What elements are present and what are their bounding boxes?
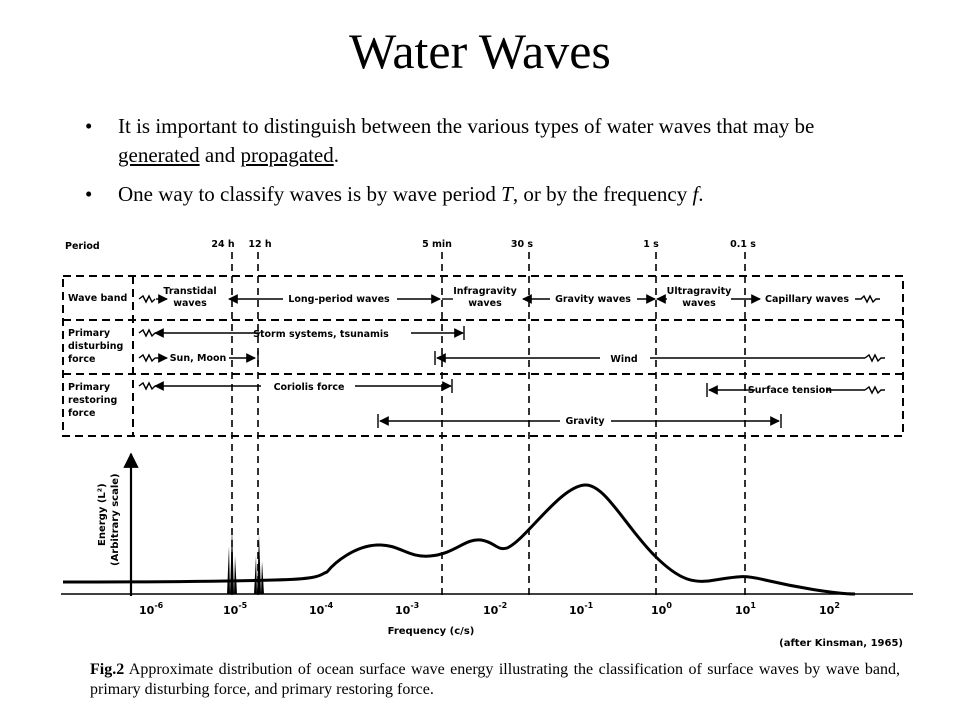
row-label-restoring: Primary [68, 382, 111, 393]
underlined-word: generated [118, 143, 200, 167]
band-label-ultragravity: waves [682, 298, 716, 309]
underlined-word: propagated [240, 143, 334, 167]
force-label-surface-tension: Surface tension [748, 385, 832, 396]
period-tick-label: 0.1 s [730, 239, 756, 250]
row-label-restoring: force [68, 408, 95, 419]
tidal-spikes [227, 528, 264, 594]
italic-symbol: f [692, 182, 699, 206]
bullet-item: • It is important to distinguish between … [85, 112, 885, 170]
x-tick-label: 100 [651, 601, 672, 617]
bullet-text: . [698, 182, 704, 206]
classification-table-frame [62, 275, 904, 437]
x-tick-label: 10-4 [309, 601, 334, 617]
x-tick-label: 10-5 [223, 601, 248, 617]
caption-text: Approximate distribution of ocean surfac… [90, 661, 900, 698]
figure-svg: Period 24 h 12 h 5 min 30 s 1 s 0.1 s [61, 239, 913, 649]
bullet-text: One way to classify waves is by wave per… [118, 182, 502, 206]
bullet-text: and [199, 143, 241, 167]
x-tick-label: 101 [735, 601, 756, 617]
y-axis-label: (Arbitrary scale) [110, 473, 121, 566]
row-label-disturbing: Primary [68, 328, 111, 339]
restoring-force-arrows [138, 379, 885, 428]
x-axis-label: Frequency (c/s) [388, 626, 475, 637]
band-label-infragravity: Infragravity [453, 286, 517, 297]
bullet-item: • One way to classify waves is by wave pe… [85, 180, 885, 209]
band-arrows [138, 294, 880, 304]
bullet-symbol: • [85, 182, 93, 206]
band-label-capillary: Capillary waves [765, 294, 849, 305]
figure-caption: Fig.2 Approximate distribution of ocean … [90, 660, 900, 700]
row-label-wave-band: Wave band [68, 293, 127, 304]
disturbing-force-arrows [138, 326, 885, 365]
figure-credit: (after Kinsman, 1965) [779, 638, 903, 649]
wave-classification-figure: Period 24 h 12 h 5 min 30 s 1 s 0.1 s [55, 226, 915, 656]
x-tick-label: 10-6 [139, 601, 164, 617]
row-label-disturbing: force [68, 354, 95, 365]
band-label-gravity: Gravity waves [555, 294, 631, 305]
x-tick-labels: 10-6 10-5 10-4 10-3 10-2 10-1 100 101 10… [139, 601, 840, 617]
row-label-restoring: restoring [68, 395, 117, 406]
force-label-sun-moon: Sun, Moon [170, 353, 227, 364]
period-guide-lines [231, 252, 746, 596]
force-label-wind: Wind [610, 354, 637, 365]
energy-spectrum-curve [62, 483, 856, 596]
y-axis-label: Energy (L²) [97, 483, 108, 546]
bullet-symbol: • [85, 114, 93, 138]
band-label-long-period: Long-period waves [288, 294, 390, 305]
slide-title: Water Waves [349, 23, 611, 79]
band-label-transtidal: Transtidal [163, 286, 216, 297]
band-label-ultragravity: Ultragravity [667, 286, 732, 297]
bullet-text: , or by the frequency [512, 182, 693, 206]
period-tick-label: 24 h [211, 239, 235, 250]
bullet-text: . [333, 143, 339, 167]
bullet-list: • It is important to distinguish between … [85, 112, 885, 219]
force-label-gravity: Gravity [565, 416, 605, 427]
x-tick-label: 10-1 [569, 601, 594, 617]
period-tick-label: 30 s [511, 239, 534, 250]
bullet-text: It is important to distinguish between t… [118, 114, 815, 138]
band-label-transtidal: waves [173, 298, 207, 309]
force-label-coriolis: Coriolis force [274, 382, 345, 393]
row-label-disturbing: disturbing [68, 341, 123, 352]
period-tick-label: 12 h [248, 239, 272, 250]
caption-label: Fig.2 [90, 661, 125, 678]
x-tick-label: 10-3 [395, 601, 419, 617]
force-label-storm: Storm systems, tsunamis [253, 329, 389, 340]
period-tick-label: 1 s [643, 239, 659, 250]
period-header: Period [65, 241, 100, 252]
italic-symbol: T [501, 182, 513, 206]
x-tick-label: 102 [819, 601, 840, 617]
band-label-infragravity: waves [468, 298, 502, 309]
x-tick-label: 10-2 [483, 601, 507, 617]
period-tick-label: 5 min [422, 239, 452, 250]
